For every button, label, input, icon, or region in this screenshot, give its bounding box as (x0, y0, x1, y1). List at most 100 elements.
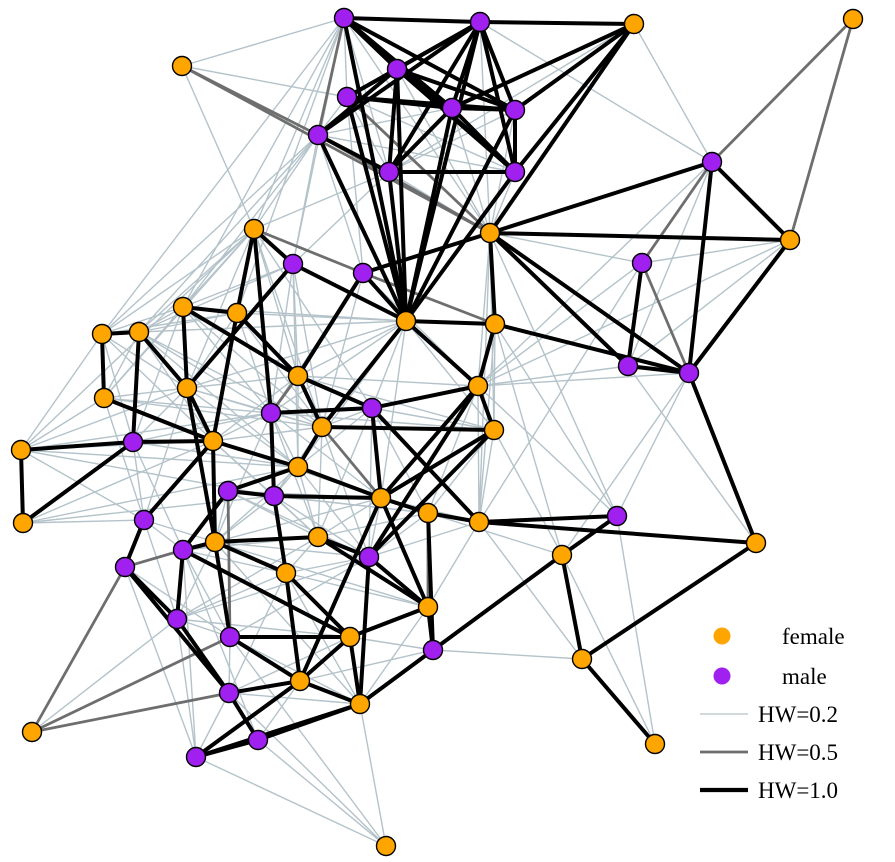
node-male (133, 509, 155, 531)
edge (273, 495, 370, 558)
edge (103, 397, 323, 428)
edge (687, 160, 714, 375)
edge (143, 519, 216, 543)
edge (367, 428, 496, 559)
edge (195, 756, 387, 847)
node-female (339, 626, 361, 648)
edge (20, 449, 145, 521)
edge (640, 261, 691, 375)
edge (132, 441, 184, 551)
edge (687, 371, 758, 545)
edge (228, 692, 387, 847)
edge (182, 549, 259, 741)
edge (272, 494, 288, 575)
edge (253, 228, 299, 377)
node-female (204, 531, 226, 553)
edge (101, 312, 238, 335)
edge (371, 407, 495, 431)
edge (252, 227, 365, 275)
edge (299, 649, 434, 682)
node-male (307, 124, 329, 146)
edge (103, 306, 184, 399)
edge (477, 365, 629, 387)
node-female (484, 313, 506, 335)
edge (252, 227, 273, 415)
edge (181, 548, 352, 639)
edge (316, 133, 408, 323)
edge (788, 17, 855, 242)
edge (345, 95, 408, 323)
edge (292, 171, 390, 265)
edge (316, 16, 346, 137)
edge (432, 649, 583, 660)
edge (214, 541, 361, 705)
node-female (275, 562, 297, 584)
edge (142, 439, 215, 522)
node-female (21, 721, 43, 743)
edge (143, 387, 188, 521)
edge (19, 448, 25, 525)
node-female (370, 487, 392, 509)
legend-female-label: female (782, 624, 845, 649)
edge (132, 441, 145, 521)
node-female (417, 502, 439, 524)
edge (361, 271, 497, 326)
edge (182, 549, 287, 574)
edge (101, 134, 319, 335)
edge (22, 466, 299, 524)
edge (493, 322, 691, 375)
node-female (289, 670, 311, 692)
edge (513, 22, 636, 112)
node-female (779, 229, 801, 251)
edge (236, 312, 272, 414)
edge (270, 412, 382, 499)
edge (138, 263, 294, 333)
edge (404, 20, 482, 323)
edge (404, 108, 517, 323)
edge (561, 554, 656, 745)
node-male (166, 608, 188, 630)
node-male (247, 729, 269, 751)
edge (317, 134, 364, 274)
edge (380, 320, 407, 499)
edge (226, 489, 232, 639)
edge (640, 160, 714, 265)
edge (368, 407, 373, 558)
edge (132, 441, 299, 468)
edge (370, 406, 481, 524)
edge (292, 263, 323, 428)
edge (253, 134, 319, 230)
edge (298, 635, 352, 683)
edge (22, 440, 214, 524)
edge (269, 406, 374, 415)
node-male (185, 746, 207, 768)
edge (477, 385, 480, 523)
edge (103, 387, 188, 399)
node-male (218, 682, 240, 704)
edge (227, 679, 302, 695)
node-male (422, 639, 444, 661)
edge (214, 495, 275, 543)
edge (478, 20, 517, 112)
node-female (745, 532, 767, 554)
edge (489, 232, 618, 517)
edge (710, 160, 792, 242)
edge (343, 17, 348, 98)
edge (404, 319, 480, 388)
node-male (504, 99, 526, 121)
legend-hw-0-2-label: HW=0.2 (758, 702, 838, 727)
edge (489, 232, 643, 264)
edge (342, 16, 482, 24)
edge (493, 429, 563, 556)
edge (346, 96, 364, 274)
edge (297, 466, 319, 538)
node-male (172, 539, 194, 561)
node-male (378, 161, 400, 183)
edge (253, 228, 323, 428)
edge (359, 606, 429, 705)
edge (186, 228, 255, 389)
edge (580, 657, 657, 746)
edge (194, 738, 260, 759)
edge (20, 412, 272, 451)
node-male (361, 397, 383, 419)
